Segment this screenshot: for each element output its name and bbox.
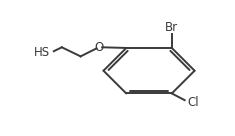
Text: Br: Br bbox=[165, 21, 178, 34]
Text: O: O bbox=[95, 41, 104, 54]
Text: Cl: Cl bbox=[188, 96, 199, 109]
Text: HS: HS bbox=[34, 47, 50, 59]
